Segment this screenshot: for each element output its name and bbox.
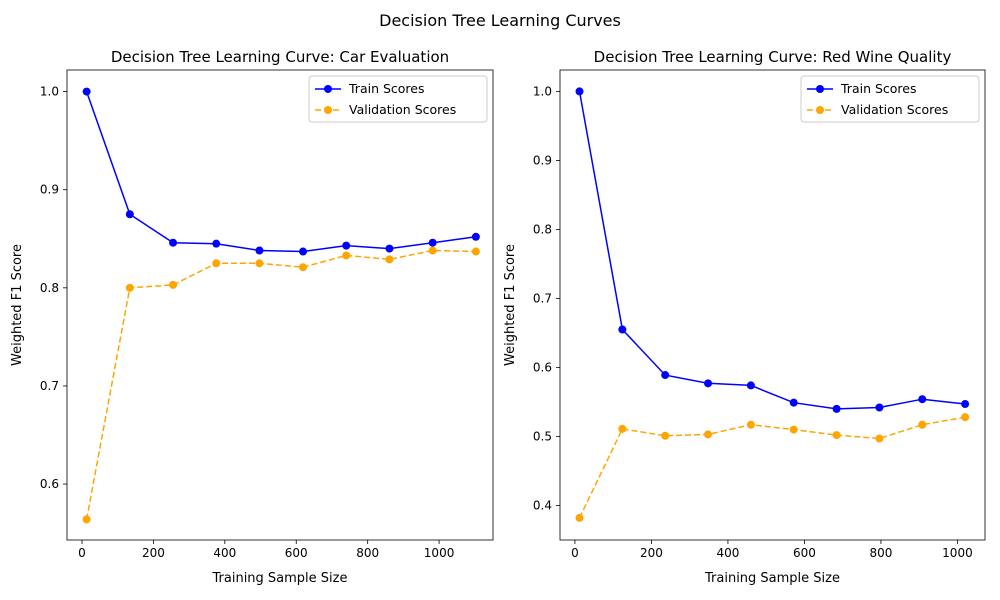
data-point-train <box>746 381 755 390</box>
data-point-train <box>212 239 221 248</box>
figure-suptitle: Decision Tree Learning Curves <box>379 11 621 30</box>
data-point-train <box>428 238 437 247</box>
x-tick-label: 0 <box>571 546 579 560</box>
y-axis-label: Weighted F1 Score <box>10 244 25 366</box>
data-point-train <box>875 403 884 412</box>
data-point-validation <box>299 263 308 272</box>
data-point-train <box>618 325 627 334</box>
x-tick-label: 600 <box>793 546 816 560</box>
y-tick-label: 1.0 <box>40 85 59 99</box>
y-tick-label: 0.7 <box>533 291 552 305</box>
data-point-validation <box>342 251 351 260</box>
chart-title: Decision Tree Learning Curve: Car Evalua… <box>111 48 449 66</box>
data-point-validation <box>428 246 437 255</box>
data-point-validation <box>704 430 713 439</box>
chart-red-wine-quality: Decision Tree Learning Curve: Red Wine Q… <box>503 48 986 586</box>
data-point-validation <box>918 420 927 429</box>
y-tick-label: 0.7 <box>40 379 59 393</box>
x-axis-label: Training Sample Size <box>704 571 840 586</box>
data-point-train <box>82 87 91 96</box>
x-tick-label: 1000 <box>942 546 973 560</box>
data-point-train <box>169 238 178 247</box>
data-point-train <box>961 400 970 409</box>
x-tick-label: 200 <box>640 546 663 560</box>
y-tick-label: 0.4 <box>533 498 552 512</box>
data-point-validation <box>255 259 264 268</box>
data-point-validation <box>575 513 584 522</box>
data-point-validation <box>789 425 798 434</box>
x-tick-label: 1000 <box>424 546 455 560</box>
y-tick-label: 1.0 <box>533 84 552 98</box>
data-point-validation <box>125 283 134 292</box>
data-point-validation <box>746 420 755 429</box>
data-point-validation <box>961 413 970 422</box>
y-tick-label: 0.8 <box>40 281 59 295</box>
legend-label: Train Scores <box>348 81 425 96</box>
x-tick-label: 400 <box>213 546 236 560</box>
x-tick-label: 800 <box>356 546 379 560</box>
x-tick-label: 0 <box>78 546 86 560</box>
data-point-validation <box>169 280 178 289</box>
data-point-validation <box>212 259 221 268</box>
legend-label: Validation Scores <box>349 102 456 117</box>
axes-frame <box>66 69 494 541</box>
y-tick-label: 0.6 <box>533 360 552 374</box>
data-point-train <box>832 404 841 413</box>
legend-marker <box>324 85 332 93</box>
series-line-train <box>578 91 966 410</box>
data-point-train <box>918 395 927 404</box>
data-point-validation <box>385 255 394 264</box>
y-tick-label: 0.9 <box>533 153 552 167</box>
data-point-validation <box>661 431 670 440</box>
data-point-train <box>342 241 351 250</box>
data-point-train <box>385 244 394 253</box>
legend-marker <box>324 106 332 114</box>
y-tick-label: 0.6 <box>40 477 59 491</box>
y-tick-label: 0.8 <box>533 222 552 236</box>
data-point-train <box>661 371 670 380</box>
legend: Train Scores Validation Scores <box>800 75 980 123</box>
chart-car-evaluation: Decision Tree Learning Curve: Car Evalua… <box>10 48 494 586</box>
legend-label: Train Scores <box>840 81 917 96</box>
axes-frame <box>559 69 986 541</box>
data-point-train <box>575 87 584 96</box>
x-axis-label: Training Sample Size <box>212 571 348 586</box>
data-point-train <box>789 398 798 407</box>
data-point-validation <box>82 515 91 524</box>
x-tick-label: 600 <box>285 546 308 560</box>
series-line-train <box>85 91 477 253</box>
y-tick-label: 0.5 <box>533 429 552 443</box>
data-point-train <box>704 379 713 388</box>
legend: Train Scores Validation Scores <box>308 75 488 123</box>
data-point-validation <box>832 431 841 440</box>
chart-title: Decision Tree Learning Curve: Red Wine Q… <box>594 48 952 66</box>
data-point-train <box>125 210 134 219</box>
legend-marker <box>816 106 824 114</box>
data-point-validation <box>471 247 480 256</box>
x-tick-label: 400 <box>716 546 739 560</box>
series-line-validation <box>85 249 476 520</box>
data-point-train <box>471 232 480 241</box>
data-point-train <box>299 247 308 256</box>
series-line-validation <box>578 416 966 519</box>
x-tick-label: 200 <box>142 546 165 560</box>
data-point-train <box>255 246 264 255</box>
y-tick-label: 0.9 <box>40 183 59 197</box>
data-point-validation <box>875 434 884 443</box>
x-tick-label: 800 <box>869 546 892 560</box>
legend-box <box>800 75 980 123</box>
y-axis-label: Weighted F1 Score <box>503 244 518 366</box>
legend-box <box>308 75 488 123</box>
legend-marker <box>816 85 824 93</box>
legend-label: Validation Scores <box>841 102 948 117</box>
data-point-validation <box>618 424 627 433</box>
